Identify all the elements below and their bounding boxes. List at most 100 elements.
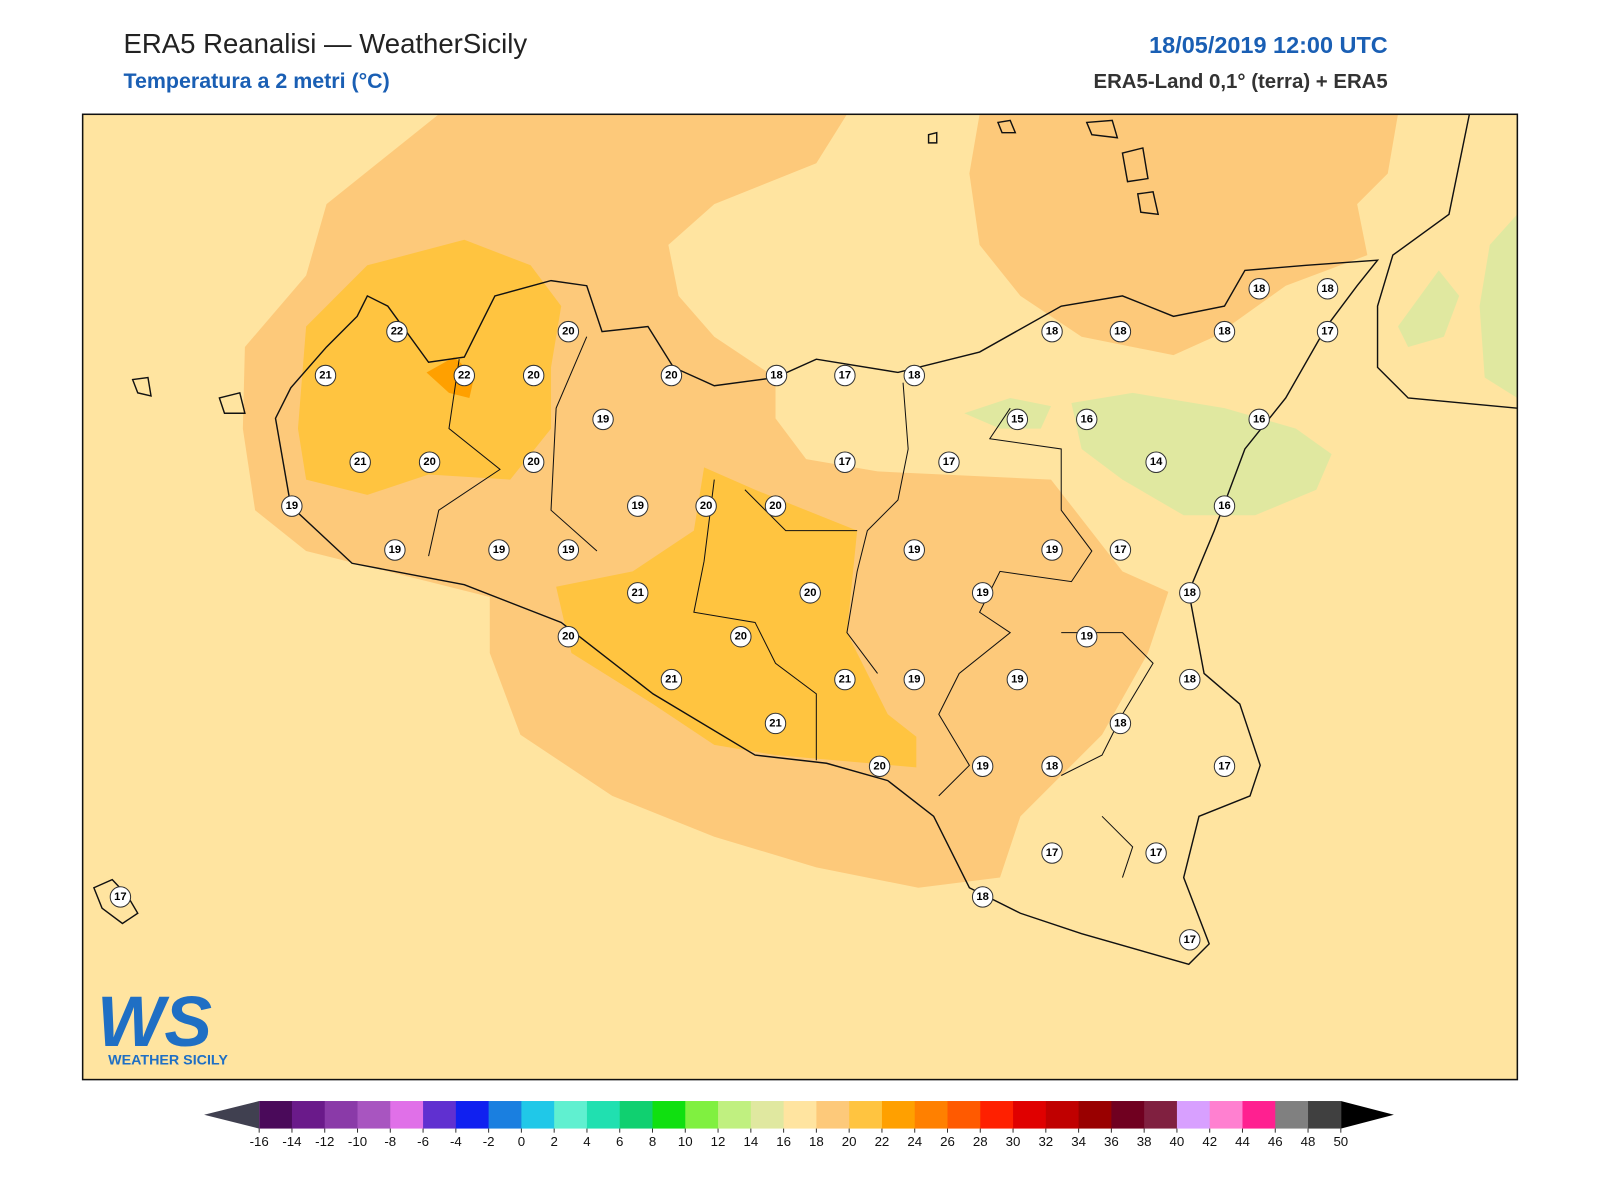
colorbar-tick-label: 48 bbox=[1301, 1134, 1316, 1149]
colorbar-tick-label: 26 bbox=[940, 1134, 955, 1149]
station-value: 20 bbox=[562, 631, 574, 643]
colorbar-tick-label: -6 bbox=[417, 1134, 429, 1149]
colorbar-tick-label: 14 bbox=[743, 1134, 758, 1149]
station-marker bbox=[418, 451, 441, 473]
station-value: 22 bbox=[458, 370, 470, 382]
station-marker bbox=[1041, 755, 1063, 778]
datetime: 18/05/2019 12:00 UTC bbox=[1149, 32, 1388, 58]
province-borders bbox=[428, 336, 1154, 878]
colorbar-swatch bbox=[947, 1101, 981, 1129]
station-marker bbox=[1316, 320, 1339, 343]
colorbar-tick-label: 30 bbox=[1006, 1134, 1021, 1149]
station-value: 17 bbox=[1321, 326, 1333, 338]
station-value: 18 bbox=[1046, 326, 1058, 338]
station-marker bbox=[660, 364, 683, 387]
station-marker bbox=[314, 364, 337, 387]
station-marker bbox=[1213, 320, 1236, 343]
station-marker bbox=[1248, 278, 1270, 300]
station-marker bbox=[1213, 755, 1236, 778]
station-marker bbox=[695, 495, 717, 517]
station-value: 17 bbox=[943, 456, 955, 468]
colorbar-tick-label: 4 bbox=[583, 1134, 590, 1149]
station-value: 18 bbox=[976, 891, 988, 903]
station-value: 19 bbox=[1080, 631, 1092, 643]
colorbar-tick-label: -14 bbox=[282, 1134, 301, 1149]
station-value: 21 bbox=[665, 674, 677, 686]
colorbar-swatch bbox=[1144, 1101, 1178, 1129]
station-marker bbox=[730, 626, 752, 648]
station-marker bbox=[627, 582, 649, 604]
station-marker bbox=[799, 582, 821, 604]
colorbar-tick-label: 20 bbox=[842, 1134, 857, 1149]
station-value: 17 bbox=[1046, 847, 1058, 859]
station-value: 18 bbox=[1184, 674, 1196, 686]
colorbar-swatch bbox=[718, 1101, 752, 1129]
colorbar-swatch bbox=[291, 1101, 326, 1129]
station-value: 19 bbox=[1011, 674, 1023, 686]
station-marker bbox=[1179, 929, 1201, 951]
colorbar-swatch bbox=[1078, 1101, 1112, 1129]
station-value: 20 bbox=[769, 500, 781, 512]
colorbar-tick-label: 2 bbox=[550, 1134, 557, 1149]
map: 22 21 22 20 20 20 18 17 18 18 18 18 18 18 17 19 15 16 16 21… bbox=[81, 113, 1519, 1081]
station-marker bbox=[938, 451, 960, 473]
colorbar-swatch bbox=[1242, 1101, 1276, 1129]
station-value: 18 bbox=[1253, 283, 1265, 295]
station-marker bbox=[1041, 539, 1063, 561]
station-marker bbox=[522, 364, 545, 387]
colorbar-tick-label: 38 bbox=[1137, 1134, 1152, 1149]
station-marker bbox=[1006, 668, 1029, 691]
station-value: 18 bbox=[1114, 717, 1126, 729]
station-marker bbox=[557, 626, 580, 648]
station-marker bbox=[764, 712, 787, 735]
station-value: 20 bbox=[700, 500, 712, 512]
station-value: 19 bbox=[976, 587, 988, 599]
station-marker bbox=[557, 320, 580, 343]
station-value: 19 bbox=[597, 413, 609, 425]
field-14-16 bbox=[964, 397, 1052, 429]
station-marker bbox=[868, 755, 891, 778]
colorbar-tick-label: -8 bbox=[384, 1134, 396, 1149]
station-marker bbox=[1213, 495, 1236, 517]
station-value: 18 bbox=[770, 370, 782, 382]
colorbar-swatch bbox=[1045, 1101, 1080, 1129]
colorbar-swatch bbox=[521, 1101, 555, 1129]
station-value: 20 bbox=[804, 587, 816, 599]
station-value: 17 bbox=[114, 891, 126, 903]
station-marker bbox=[281, 495, 303, 517]
station-marker bbox=[834, 451, 856, 473]
station-marker bbox=[557, 539, 580, 561]
colorbar-tick-label: 44 bbox=[1235, 1134, 1250, 1149]
station-value: 18 bbox=[1114, 326, 1126, 338]
station-value: 20 bbox=[735, 631, 747, 643]
station-marker bbox=[903, 364, 925, 387]
colorbar-tick-label: 46 bbox=[1268, 1134, 1283, 1149]
station-value: 14 bbox=[1150, 456, 1163, 468]
station-marker bbox=[1109, 712, 1132, 735]
station-marker bbox=[1041, 842, 1063, 864]
station-value: 17 bbox=[1184, 934, 1196, 946]
coastline bbox=[92, 114, 1518, 966]
station-value: 20 bbox=[665, 370, 677, 382]
colorbar-swatch bbox=[881, 1101, 916, 1129]
colorbar-tick-label: 10 bbox=[678, 1134, 693, 1149]
colorbar-swatch bbox=[685, 1101, 719, 1129]
colorbar-tick-label: 0 bbox=[518, 1134, 525, 1149]
station-marker bbox=[592, 408, 614, 431]
colorbar-tick-label: 24 bbox=[907, 1134, 922, 1149]
station-marker bbox=[971, 886, 994, 908]
colorbar-tick-label: 34 bbox=[1071, 1134, 1086, 1149]
title: ERA5 Reanalisi — WeatherSicily bbox=[123, 28, 527, 59]
colorbar-tick-label: 18 bbox=[809, 1134, 824, 1149]
station-value: 18 bbox=[1321, 283, 1333, 295]
colorbar-tick-label: 12 bbox=[711, 1134, 726, 1149]
station-value: 18 bbox=[1046, 760, 1058, 772]
station-marker bbox=[1076, 408, 1098, 431]
colorbar-swatch bbox=[586, 1101, 621, 1129]
station-value: 19 bbox=[1046, 544, 1058, 556]
station-marker bbox=[1179, 668, 1201, 691]
colorbar-swatch bbox=[619, 1101, 654, 1129]
colorbar-swatch bbox=[816, 1101, 850, 1129]
station-value: 21 bbox=[769, 717, 781, 729]
